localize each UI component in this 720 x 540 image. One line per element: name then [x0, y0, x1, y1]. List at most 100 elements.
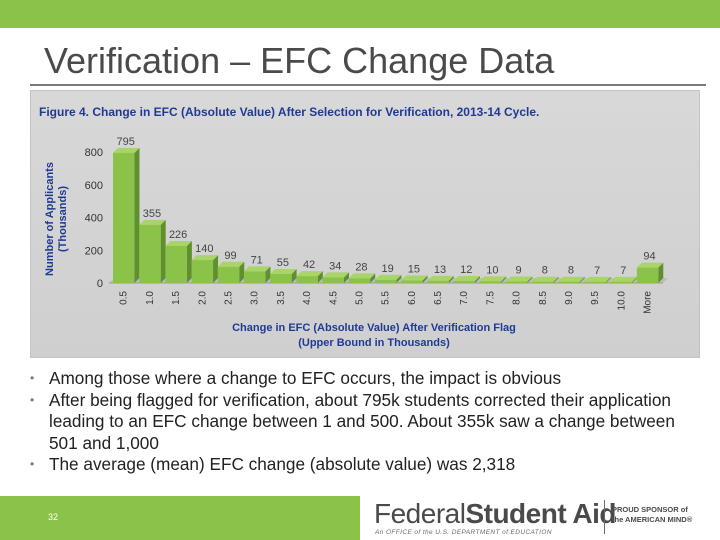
- data-label: 15: [408, 264, 420, 276]
- bar-side: [265, 266, 271, 283]
- x-axis-label: Change in EFC (Absolute Value) After Ver…: [232, 322, 516, 334]
- bullet-icon: •: [30, 371, 35, 385]
- x-tick-label: 7.5: [485, 291, 496, 305]
- x-tick-label: 2.0: [197, 291, 208, 305]
- bullet-item: • Among those where a change to EFC occur…: [30, 368, 700, 390]
- y-tick-label: 0: [97, 278, 103, 290]
- footer: 32 FederalStudent Aid An OFFICE of the U…: [0, 496, 720, 540]
- bar: [453, 281, 475, 283]
- y-tick-label: 800: [85, 147, 103, 159]
- bar: [584, 281, 606, 283]
- bar-top: [322, 272, 349, 278]
- bar: [165, 245, 187, 283]
- data-label: 8: [542, 265, 548, 277]
- bar: [270, 273, 292, 283]
- data-label: 140: [195, 243, 213, 255]
- x-tick-label: 6.5: [433, 291, 444, 305]
- bar: [401, 280, 423, 283]
- bar-top: [374, 274, 402, 280]
- bar-side: [448, 275, 454, 283]
- x-tick-label: 1.5: [171, 291, 182, 305]
- data-label: 28: [355, 261, 367, 273]
- bullet-list: • Among those where a change to EFC occur…: [30, 368, 700, 476]
- bar: [636, 267, 659, 283]
- title-divider: [30, 84, 706, 86]
- x-tick-label: 0.5: [119, 291, 130, 305]
- brand-tagline: An OFFICE of the U.S. DEPARTMENT of EDUC…: [375, 529, 552, 536]
- bar-top: [296, 271, 323, 277]
- x-tick-label: 4.5: [328, 291, 339, 305]
- data-label: 12: [460, 264, 472, 276]
- bar-top: [427, 275, 454, 281]
- bar-top: [139, 219, 166, 225]
- bar-side: [501, 276, 507, 283]
- bullet-icon: •: [30, 392, 35, 407]
- bar-top: [505, 276, 533, 282]
- bar-top: [584, 276, 611, 282]
- data-label: 94: [643, 251, 655, 263]
- x-tick-label: 7.0: [459, 291, 470, 305]
- bar: [243, 271, 266, 283]
- bar-top: [243, 266, 271, 272]
- bar-top: [401, 275, 428, 281]
- bar: [348, 278, 371, 283]
- top-accent-band: [0, 0, 720, 28]
- bar-side: [134, 147, 140, 283]
- bullet-text: Among those where a change to EFC occurs…: [49, 368, 562, 388]
- x-tick-label: 8.5: [538, 291, 549, 305]
- bar: [191, 260, 214, 283]
- bar: [532, 281, 554, 283]
- footer-divider: [604, 500, 605, 534]
- bar-side: [317, 271, 323, 283]
- bar-side: [239, 261, 245, 283]
- bar: [113, 152, 135, 283]
- bar-top: [479, 276, 507, 282]
- bar-top: [610, 276, 638, 282]
- bar-side: [605, 276, 611, 283]
- x-tick-label: 2.5: [224, 291, 235, 305]
- bar-top: [217, 261, 245, 267]
- x-tick-label: 9.0: [564, 291, 575, 305]
- bar-side: [579, 276, 585, 283]
- x-tick-label: More: [643, 291, 654, 314]
- data-label: 10: [486, 264, 498, 276]
- y-tick-label: 200: [85, 245, 103, 257]
- bar-side: [396, 274, 402, 283]
- x-tick-label: 4.0: [302, 291, 313, 305]
- bullet-text: After being flagged for verification, ab…: [49, 389, 675, 453]
- x-tick-label: 8.0: [512, 291, 523, 305]
- bar-top: [532, 276, 559, 282]
- bar: [479, 281, 502, 283]
- sponsor-line-2: the AMERICAN MIND®: [612, 515, 693, 524]
- x-tick-label: 6.0: [407, 291, 418, 305]
- brand-bold-text: Student Aid: [465, 498, 616, 529]
- bar-side: [370, 273, 376, 283]
- x-tick-label: 9.5: [590, 291, 601, 305]
- bar-side: [527, 276, 533, 283]
- bar-top: [191, 255, 219, 261]
- bar-side: [474, 276, 480, 283]
- bar: [322, 277, 344, 283]
- bar-side: [422, 275, 428, 283]
- sponsor-line-1: PROUD SPONSOR of: [612, 505, 688, 514]
- data-label: 795: [117, 136, 135, 148]
- bar-side: [658, 262, 664, 283]
- bar-top: [453, 276, 480, 282]
- data-label: 42: [303, 259, 315, 271]
- bar-side: [344, 272, 349, 283]
- data-label: 34: [329, 260, 341, 272]
- x-tick-label: 1.0: [145, 291, 156, 305]
- federal-student-aid-logo: FederalStudent Aid: [374, 498, 616, 530]
- bar-top: [113, 147, 140, 153]
- bar-top: [165, 240, 192, 246]
- data-label: 19: [382, 263, 394, 275]
- chart-title: Figure 4. Change in EFC (Absolute Value)…: [39, 105, 539, 119]
- bullet-text: The average (mean) EFC change (absolute …: [49, 454, 516, 474]
- footer-green-strip: 32: [0, 496, 360, 540]
- bar: [558, 281, 580, 283]
- bar-top: [558, 276, 585, 282]
- bar-side: [291, 268, 297, 283]
- bullet-icon: •: [30, 457, 35, 471]
- bar-chart: Figure 4. Change in EFC (Absolute Value)…: [39, 105, 668, 349]
- data-label: 7: [620, 265, 626, 277]
